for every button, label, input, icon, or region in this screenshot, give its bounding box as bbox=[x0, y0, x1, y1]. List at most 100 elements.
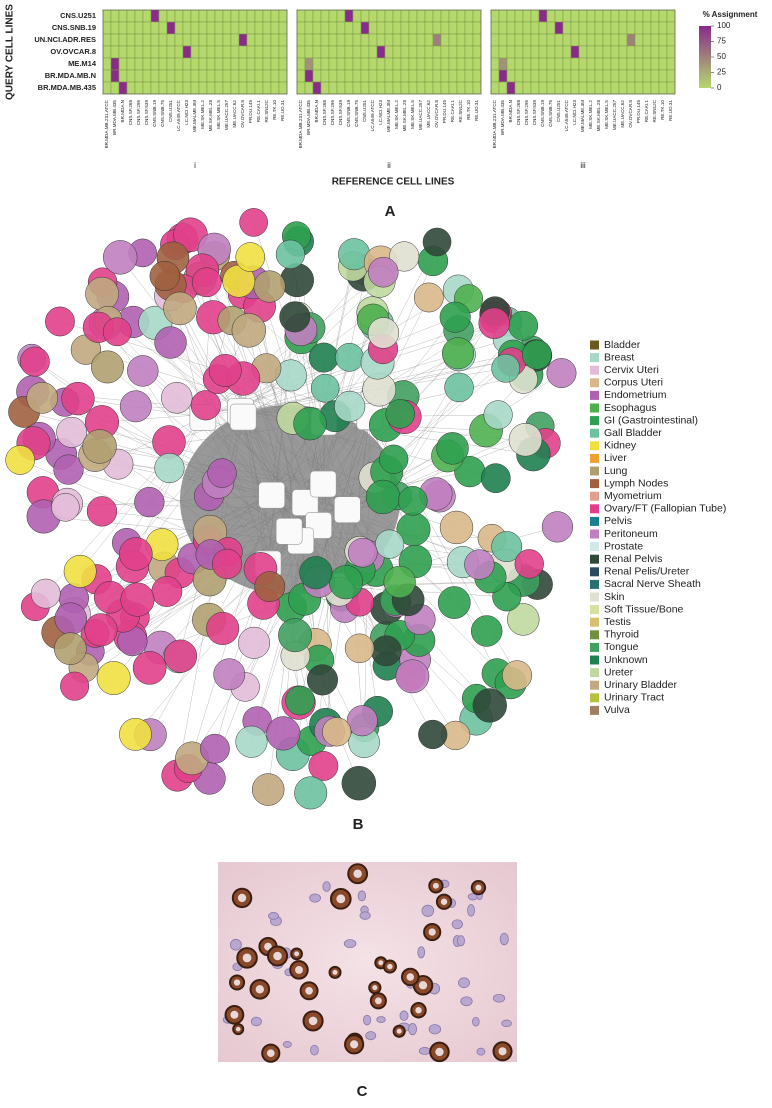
heatmap-cell bbox=[539, 58, 547, 70]
cell-core bbox=[309, 1017, 318, 1026]
network-node bbox=[236, 243, 265, 272]
cell-small bbox=[477, 1048, 485, 1055]
hub-node bbox=[230, 404, 256, 430]
heatmap-cell bbox=[531, 34, 539, 46]
network-node bbox=[294, 777, 326, 809]
heatmap-cell bbox=[539, 34, 547, 46]
heatmap-cell bbox=[167, 34, 175, 46]
network-node bbox=[31, 579, 60, 608]
heatmap-cell bbox=[465, 70, 473, 82]
heatmap-cell bbox=[627, 82, 635, 94]
cell-small bbox=[468, 905, 475, 917]
legend-swatch bbox=[590, 341, 599, 350]
column-label: ME.MALME.3M bbox=[386, 100, 391, 132]
column-label: CNS.SF.539 bbox=[532, 100, 537, 126]
heatmap-cell bbox=[377, 34, 385, 46]
heatmap-cell bbox=[239, 70, 247, 82]
heatmap-cell bbox=[377, 70, 385, 82]
network-node bbox=[276, 240, 305, 269]
heatmap-cell bbox=[191, 22, 199, 34]
column-label: CNS.SNB.19 bbox=[346, 100, 351, 127]
network-node bbox=[85, 614, 118, 647]
heatmap-cell bbox=[515, 10, 523, 22]
heatmap-cell bbox=[143, 82, 151, 94]
legend-label: Pelvis bbox=[604, 515, 632, 527]
legend-label: Cervix Uteri bbox=[604, 364, 659, 376]
heatmap-cell bbox=[321, 22, 329, 34]
heatmap-cell bbox=[345, 22, 353, 34]
heatmap-cell bbox=[651, 34, 659, 46]
heatmap-cell bbox=[579, 10, 587, 22]
cell-small bbox=[461, 997, 472, 1006]
cell-core bbox=[267, 1049, 275, 1057]
cell-small bbox=[493, 994, 504, 1002]
heatmap-cell bbox=[199, 70, 207, 82]
heatmap-cell bbox=[635, 58, 643, 70]
network-node bbox=[200, 734, 229, 763]
heatmap-cell bbox=[619, 22, 627, 34]
heatmap-cell bbox=[369, 46, 377, 58]
legend-swatch bbox=[590, 441, 599, 450]
heatmap-cell bbox=[377, 46, 385, 58]
heatmap-cell bbox=[433, 58, 441, 70]
heatmap-cell bbox=[531, 46, 539, 58]
panel-label: A bbox=[385, 203, 396, 220]
heatmap-cell bbox=[353, 58, 361, 70]
heatmap-cell bbox=[619, 34, 627, 46]
heatmap-cell bbox=[175, 22, 183, 34]
network-node bbox=[252, 774, 284, 806]
cell-core bbox=[234, 979, 240, 985]
cell-core bbox=[407, 973, 414, 980]
cell-core bbox=[294, 951, 299, 956]
heatmap-cell bbox=[369, 82, 377, 94]
heatmap-cell bbox=[457, 34, 465, 46]
column-label: ME.MALME.3M bbox=[192, 100, 197, 132]
heatmap-cell bbox=[651, 70, 659, 82]
heatmap-cell bbox=[491, 46, 499, 58]
heatmap-cell bbox=[223, 82, 231, 94]
heatmap-cell bbox=[143, 10, 151, 22]
network-node bbox=[236, 726, 268, 758]
heatmap-cell bbox=[409, 82, 417, 94]
x-axis-title: REFERENCE CELL LINES bbox=[332, 177, 455, 188]
heatmap-cell bbox=[611, 82, 619, 94]
heatmap-cell bbox=[401, 46, 409, 58]
legend-label: Vulva bbox=[604, 704, 630, 716]
hub-node bbox=[259, 482, 285, 508]
heatmap-cell bbox=[563, 22, 571, 34]
heatmap-cell bbox=[231, 46, 239, 58]
cell-small bbox=[418, 947, 425, 958]
heatmap-cell bbox=[595, 22, 603, 34]
heatmap-cell bbox=[393, 10, 401, 22]
network-node bbox=[152, 576, 182, 606]
column-label: ME.SK.MEL.5 bbox=[604, 100, 609, 129]
network-node bbox=[440, 511, 473, 544]
cell-core bbox=[350, 1040, 358, 1048]
heatmap-cell bbox=[465, 58, 473, 70]
heatmap-cell bbox=[595, 10, 603, 22]
heatmap-cell bbox=[127, 10, 135, 22]
network-node bbox=[54, 633, 86, 665]
legend-swatch bbox=[590, 656, 599, 665]
legend-label: Tongue bbox=[604, 641, 639, 653]
heatmap-cell bbox=[353, 10, 361, 22]
heatmap-cell bbox=[449, 46, 457, 58]
cell-small bbox=[472, 1017, 479, 1026]
heatmap-cell bbox=[499, 58, 507, 70]
heatmap-cell bbox=[515, 58, 523, 70]
heatmap-cell bbox=[619, 58, 627, 70]
network-node bbox=[280, 302, 310, 332]
legend-swatch bbox=[590, 580, 599, 589]
heatmap-cell bbox=[353, 34, 361, 46]
heatmap-cell bbox=[183, 70, 191, 82]
column-label: BR.MDA.N bbox=[508, 100, 513, 122]
network-node bbox=[437, 432, 469, 464]
heatmap-cell bbox=[667, 10, 675, 22]
heatmap-cell bbox=[393, 22, 401, 34]
heatmap-cell bbox=[361, 46, 369, 58]
heatmap-cell bbox=[111, 22, 119, 34]
heatmap-cell bbox=[603, 34, 611, 46]
network-node bbox=[375, 530, 404, 559]
network-node bbox=[161, 382, 192, 413]
